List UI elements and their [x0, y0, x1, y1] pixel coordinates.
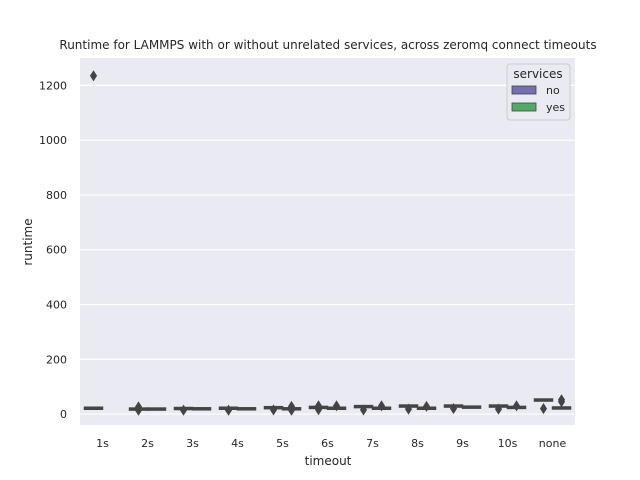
chart-title: Runtime for LAMMPS with or without unrel… — [59, 38, 596, 52]
outlier-point — [287, 400, 296, 412]
x-tick-label: 3s — [186, 437, 199, 450]
y-tick-labels: 0 200 400 600 800 1000 1200 — [39, 79, 67, 421]
x-tick-label: 6s — [321, 437, 334, 450]
outlier-point — [377, 400, 386, 412]
x-tick-label: 5s — [276, 437, 289, 450]
x-tick-label: 1s — [96, 437, 109, 450]
outlier-point — [89, 70, 98, 82]
x-tick-label: 7s — [366, 437, 379, 450]
x-tick-label: 2s — [141, 437, 154, 450]
y-tick-label: 1200 — [39, 79, 67, 92]
x-tick-label: 8s — [411, 437, 424, 450]
y-tick-label: 600 — [46, 244, 67, 257]
y-tick-label: 800 — [46, 189, 67, 202]
legend-label-yes: yes — [546, 101, 565, 114]
legend-label-no: no — [546, 84, 560, 97]
x-tick-label: none — [539, 437, 567, 450]
y-axis-label: runtime — [21, 218, 35, 265]
outlier-point — [539, 403, 548, 415]
legend-title: services — [513, 67, 562, 81]
outlier-point — [404, 403, 413, 415]
outlier-point — [269, 404, 278, 416]
outlier-point — [224, 404, 233, 416]
box-plots — [83, 70, 572, 416]
x-axis-label: timeout — [305, 454, 352, 468]
y-tick-label: 1000 — [39, 134, 67, 147]
outlier-point — [494, 403, 503, 415]
outlier-point — [557, 394, 566, 406]
legend: services no yes — [506, 63, 571, 121]
outlier-point — [332, 400, 341, 412]
legend-swatch-no — [511, 85, 537, 95]
x-tick-label: 4s — [231, 437, 244, 450]
outlier-point — [314, 400, 323, 412]
outlier-point — [179, 404, 188, 416]
x-tick-labels: 1s 2s 3s 4s 5s 6s 7s 8s 9s 10s none — [96, 437, 566, 450]
outlier-point — [134, 401, 143, 413]
outlier-point — [422, 400, 431, 412]
y-tick-label: 0 — [60, 408, 67, 421]
y-tick-label: 400 — [46, 298, 67, 311]
x-tick-label: 10s — [498, 437, 518, 450]
outlier-point — [359, 404, 368, 416]
outlier-point — [512, 400, 521, 412]
plot-background — [80, 58, 575, 425]
outlier-point — [449, 403, 458, 415]
gridlines — [80, 84, 575, 415]
legend-swatch-yes — [511, 102, 537, 112]
x-tick-label: 9s — [456, 437, 469, 450]
y-tick-label: 200 — [46, 353, 67, 366]
